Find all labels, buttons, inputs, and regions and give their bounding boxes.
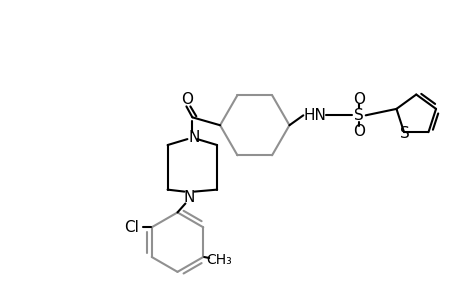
Text: O: O	[352, 92, 364, 107]
Text: O: O	[181, 92, 193, 107]
Text: N: N	[188, 130, 200, 145]
Text: CH₃: CH₃	[206, 253, 231, 267]
Text: HN: HN	[303, 108, 326, 123]
Text: O: O	[352, 124, 364, 139]
Text: N: N	[183, 190, 195, 205]
Text: S: S	[353, 108, 363, 123]
Text: Cl: Cl	[124, 220, 139, 235]
Text: S: S	[399, 126, 409, 141]
